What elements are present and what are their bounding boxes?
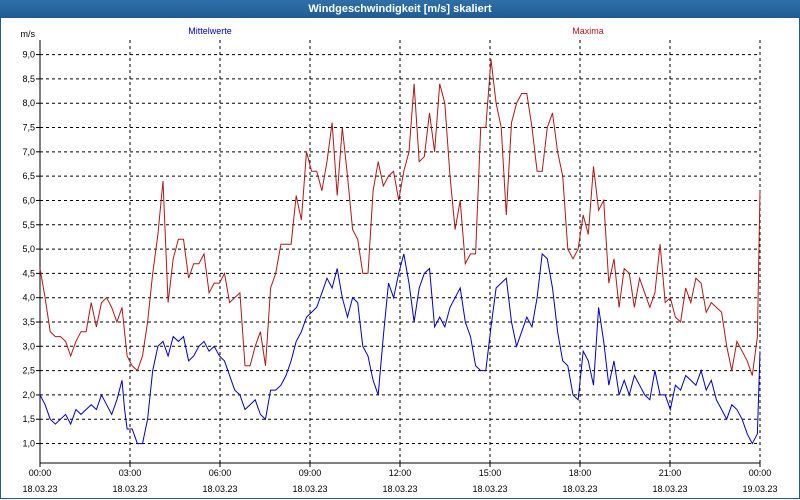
x-tick-label-time: 09:00 <box>299 468 322 478</box>
x-tick-label-time: 15:00 <box>479 468 502 478</box>
series-line-maxima <box>39 59 761 376</box>
y-tick-label: 5,5 <box>22 220 35 230</box>
x-tick-label-date: 18.03.23 <box>562 484 597 494</box>
x-tick-label-time: 06:00 <box>209 468 232 478</box>
y-tick-label: 3,0 <box>22 341 35 351</box>
x-tick-label-date: 18.03.23 <box>112 484 147 494</box>
y-tick-label: 1,0 <box>22 439 35 449</box>
y-tick-label: 4,0 <box>22 293 35 303</box>
x-tick-label-date: 18.03.23 <box>202 484 237 494</box>
x-tick-label-time: 21:00 <box>659 468 682 478</box>
legend-maxima: Maxima <box>572 26 604 36</box>
y-tick-label: 1,5 <box>22 414 35 424</box>
y-tick-label: 8,0 <box>22 98 35 108</box>
x-tick-label-time: 03:00 <box>119 468 142 478</box>
x-tick-label-date: 19.03.23 <box>742 484 777 494</box>
x-tick-label-time: 00:00 <box>29 468 52 478</box>
x-tick-label-date: 18.03.23 <box>22 484 57 494</box>
legend-mittelwerte: Mittelwerte <box>188 26 232 36</box>
y-tick-label: 9,0 <box>22 50 35 60</box>
y-tick-label: 7,0 <box>22 147 35 157</box>
x-tick-label-time: 12:00 <box>389 468 412 478</box>
window-title: Windgeschwindigkeit [m/s] skaliert <box>0 0 800 18</box>
y-tick-label: 6,5 <box>22 171 35 181</box>
x-tick-label-date: 18.03.23 <box>292 484 327 494</box>
y-tick-label: 6,0 <box>22 195 35 205</box>
y-tick-label: 3,5 <box>22 317 35 327</box>
y-tick-label: 2,5 <box>22 366 35 376</box>
series-line-mittelwerte <box>39 252 761 445</box>
y-tick-label: 2,0 <box>22 390 35 400</box>
x-tick-label-date: 18.03.23 <box>472 484 507 494</box>
y-tick-label: 8,5 <box>22 74 35 84</box>
x-tick-label-time: 00:00 <box>749 468 772 478</box>
y-axis-label: m/s <box>21 29 36 39</box>
y-tick-label: 4,5 <box>22 268 35 278</box>
x-tick-label-time: 18:00 <box>569 468 592 478</box>
y-tick-label: 5,0 <box>22 244 35 254</box>
x-tick-label-date: 18.03.23 <box>382 484 417 494</box>
x-tick-label-date: 18.03.23 <box>652 484 687 494</box>
y-tick-label: 7,5 <box>22 123 35 133</box>
